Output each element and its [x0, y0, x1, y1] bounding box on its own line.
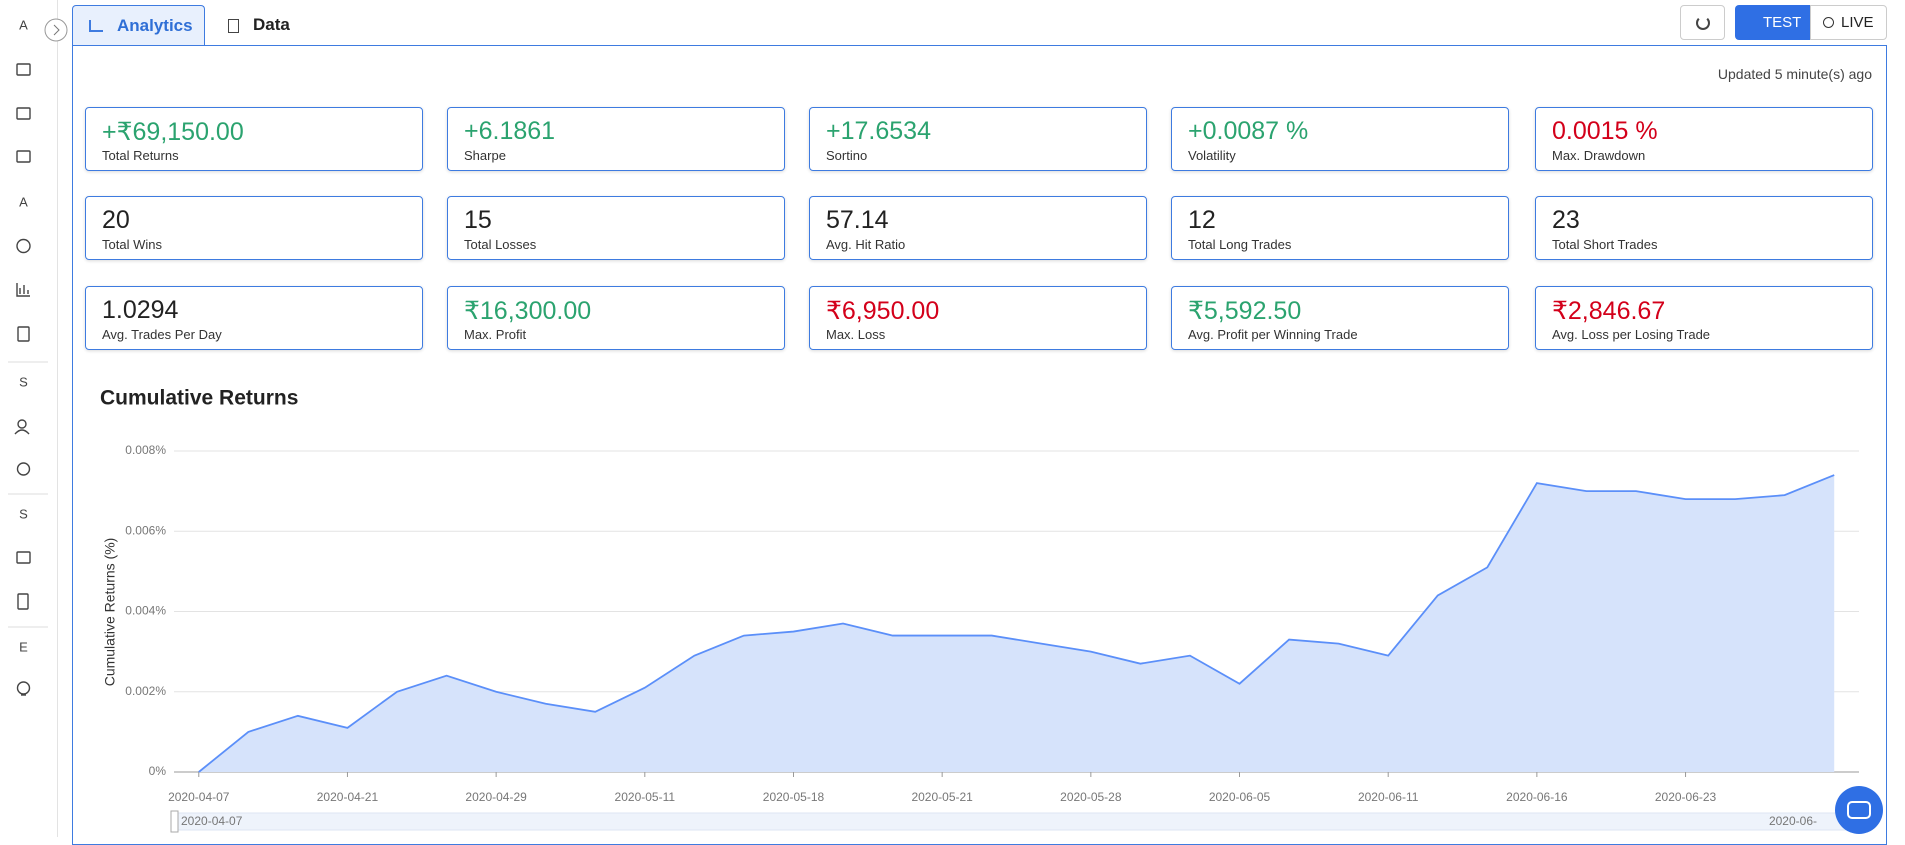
metric-value: 15	[464, 206, 492, 234]
metric-value: 12	[1188, 206, 1216, 234]
refresh-icon	[1696, 16, 1710, 30]
x-tick-label: 2020-05-18	[763, 790, 825, 804]
metric-card: ₹5,592.50 Avg. Profit per Winning Trade	[1171, 286, 1509, 350]
separators	[8, 361, 48, 628]
metric-value: ₹6,950.00	[826, 297, 940, 325]
tab-icon	[228, 19, 239, 33]
metric-card: 20 Total Wins	[85, 196, 423, 260]
live-button[interactable]: LIVE	[1810, 5, 1887, 40]
collapse-button[interactable]	[44, 18, 68, 42]
metric-label: Sortino	[826, 148, 868, 163]
metric-value: +6.1861	[464, 117, 556, 145]
metric-value: +₹69,150.00	[102, 118, 244, 146]
zoom-start-label: 2020-04-07	[181, 814, 243, 828]
assistant-button[interactable]	[1835, 786, 1883, 834]
metric-label: Avg. Profit per Winning Trade	[1188, 327, 1358, 342]
zoom-handle[interactable]	[170, 810, 179, 833]
metric-card: +6.1861 Sharpe	[447, 107, 785, 171]
metric-value: ₹16,300.00	[464, 297, 592, 325]
metric-value: +17.6534	[826, 117, 931, 145]
chevron	[53, 24, 60, 36]
metric-value: 1.0294	[102, 296, 179, 324]
x-tick-label: 2020-06-16	[1506, 790, 1568, 804]
x-tick-label: 2020-06-11	[1358, 790, 1419, 804]
metric-value: 23	[1552, 206, 1580, 234]
sidebar	[0, 0, 58, 837]
metric-value: +0.0087 %	[1188, 117, 1309, 145]
x-tick-label: 2020-05-11	[615, 790, 676, 804]
metric-label: Total Returns	[102, 148, 179, 163]
x-tick-label: 2020-04-21	[317, 790, 379, 804]
x-tick-label: 2020-04-29	[465, 790, 527, 804]
metric-label: Avg. Loss per Losing Trade	[1552, 327, 1711, 342]
sidebar-icons: A A S S E	[8, 17, 68, 696]
metric-value: 57.14	[826, 206, 889, 234]
updated-text: Updated 5 minute(s) ago	[1717, 66, 1872, 82]
tab-label: Analytics	[117, 16, 193, 35]
button-label: LIVE	[1841, 14, 1874, 31]
button-label: TEST	[1763, 14, 1802, 31]
metric-label: Total Wins	[102, 237, 162, 252]
tab-label: Data	[253, 15, 290, 34]
y-axis-label: Cumulative Returns (%)	[102, 538, 118, 687]
metric-card: +17.6534 Sortino	[809, 107, 1147, 171]
nav-icons[interactable]	[14, 63, 31, 696]
test-button[interactable]: TEST	[1735, 5, 1810, 40]
y-tick-label: 0.006%	[125, 523, 166, 537]
x-tick-label: 2020-06-05	[1209, 790, 1271, 804]
line	[198, 474, 1835, 773]
sidebar-letter: S	[19, 506, 28, 521]
area	[198, 475, 1835, 772]
metric-card: 1.0294 Avg. Trades Per Day	[85, 286, 423, 350]
metric-label: Max. Profit	[464, 327, 527, 342]
tab-data[interactable]: Data	[205, 5, 315, 45]
metric-value: ₹5,592.50	[1188, 297, 1302, 325]
y-tick-label: 0.004%	[125, 604, 166, 618]
metric-label: Max. Loss	[826, 327, 886, 342]
sidebar-letter: A	[19, 17, 28, 32]
metric-label: Total Losses	[464, 237, 537, 252]
live-icon	[1823, 17, 1834, 28]
metric-card: ₹2,846.67 Avg. Loss per Losing Trade	[1535, 286, 1873, 350]
metric-label: Sharpe	[464, 148, 506, 163]
metric-card: ₹6,950.00 Max. Loss	[809, 286, 1147, 350]
metric-card: ₹16,300.00 Max. Profit	[447, 286, 785, 350]
sidebar-letter: A	[19, 194, 28, 209]
y-tick-label: 0%	[149, 764, 167, 778]
tab-analytics[interactable]: Analytics	[72, 5, 205, 45]
metric-label: Max. Drawdown	[1552, 148, 1646, 163]
metric-value: 20	[102, 206, 130, 234]
y-tick-label: 0.002%	[125, 684, 166, 698]
metric-label: Avg. Hit Ratio	[826, 237, 906, 252]
x-tick-label: 2020-06-23	[1655, 790, 1717, 804]
refresh-button[interactable]	[1680, 5, 1725, 40]
sidebar-letter: E	[19, 639, 28, 654]
metric-value: 0.0015 %	[1552, 117, 1658, 145]
x-tick-label: 2020-05-28	[1060, 790, 1122, 804]
metric-card: 12 Total Long Trades	[1171, 196, 1509, 260]
chart-title: Cumulative Returns	[100, 387, 298, 410]
metric-card: 15 Total Losses	[447, 196, 785, 260]
metric-card: 0.0015 % Max. Drawdown	[1535, 107, 1873, 171]
x-tick-label: 2020-04-07	[168, 790, 230, 804]
metric-value: ₹2,846.67	[1552, 297, 1666, 325]
metric-label: Volatility	[1188, 148, 1236, 163]
metric-label: Total Short Trades	[1552, 237, 1658, 252]
metric-card: +0.0087 % Volatility	[1171, 107, 1509, 171]
assistant-icon	[1847, 801, 1871, 819]
sidebar-letter: S	[19, 374, 28, 389]
metric-label: Total Long Trades	[1188, 237, 1292, 252]
zoom-end-label: 2020-06-	[1769, 814, 1817, 828]
metric-card: 23 Total Short Trades	[1535, 196, 1873, 260]
metric-card: 57.14 Avg. Hit Ratio	[809, 196, 1147, 260]
x-tick-label: 2020-05-21	[911, 790, 973, 804]
zoom-track	[173, 812, 1860, 831]
metric-card: +₹69,150.00 Total Returns	[85, 107, 423, 171]
y-tick-label: 0.008%	[125, 443, 166, 457]
metric-label: Avg. Trades Per Day	[102, 327, 222, 342]
tab-icon	[89, 20, 103, 32]
